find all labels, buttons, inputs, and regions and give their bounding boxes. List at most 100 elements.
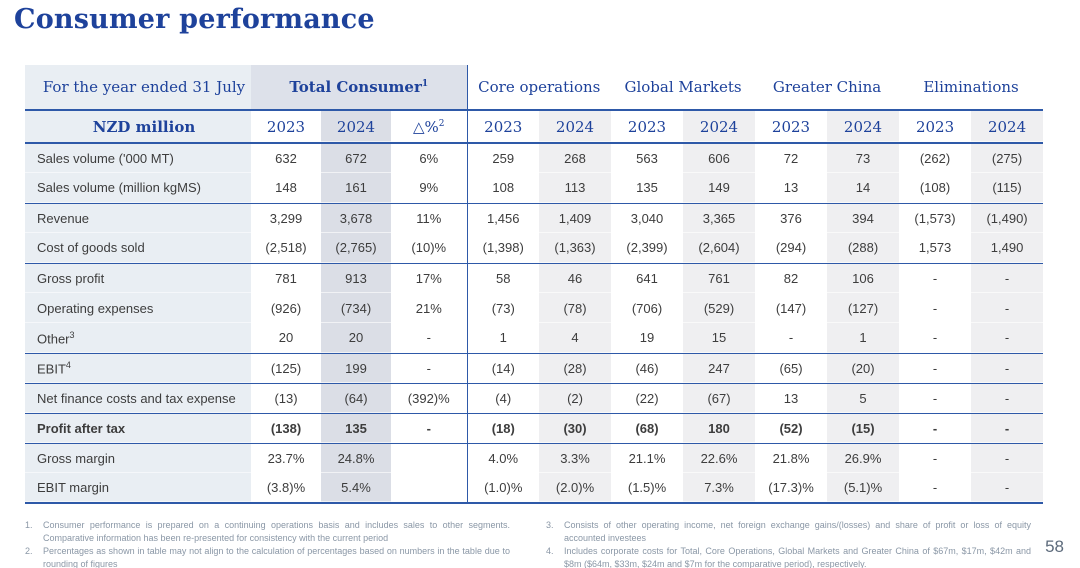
table-row: Sales volume ('000 MT) 632 672 6% 259 268 563 6… [25,143,1044,173]
cell-value: - [932,330,938,346]
cell-value: - [971,442,1044,473]
cell-value: 17% [391,262,468,293]
year-header: 2023 [251,110,321,144]
page-title: Consumer performance [14,4,375,35]
year-header: 2024 [827,110,900,144]
row-label: Gross margin [25,442,251,473]
cell-value: 672 [321,143,391,173]
cell-value: - [971,352,1044,383]
cell-value: (5.1)% [827,473,900,504]
cell-value: 1,490 [971,233,1044,263]
table-row: EBIT4 (125) 199- (14) (28) (46) 247 (65) (20) - - [25,352,1044,383]
cell-value: 148 [275,180,297,196]
cell-value: - [391,352,468,383]
year-header: 2023 [755,110,828,144]
cell-value: 761 [683,262,756,293]
footnote-text: Consists of other operating income, net … [564,520,1031,544]
cell-value: (17.3)% [755,473,828,504]
cell-value: (10)% [391,233,468,263]
footnotes: 1. Consumer performance is prepared on a … [25,519,1037,568]
cell-value: 606 [683,143,756,173]
cell-value: 161 [321,173,391,203]
cell-value: - [899,382,972,413]
table-row: Operating expenses (926) (734) 21% (73) (78) (… [25,293,1044,323]
row-label: Sales volume (million kgMS) [25,173,251,203]
cell-value: (20) [827,352,900,383]
cell-value: - [971,323,1044,353]
cell-value: 113 [539,173,612,203]
cell-value: (2,518) [265,240,307,256]
cell-value: (2,765) [321,233,391,263]
cell-value: (294) [775,240,807,256]
cell-value: 1,573 [918,240,952,256]
cell-value: (73) [491,300,515,316]
cell-value: (108) [919,180,951,196]
cell-value: 14 [827,173,900,203]
row-label: Other3 [25,323,251,353]
cell-value: (1,490) [971,202,1044,233]
cell-value: (125) [251,352,321,383]
cell-value: (288) [827,233,900,263]
table-row: Revenue 3,299 3,678 11% 1,456 1,409 3,040 3,365… [25,202,1044,233]
footnote-number: 1. [25,520,33,530]
cell-value: 1,456 [467,202,539,233]
year-header: 2023 [611,110,684,144]
cell-value: - [971,412,1044,443]
cell-value: 20 [321,323,391,353]
consumer-performance-table: For the year ended 31 July Total Consumer… [25,65,1044,504]
cell-value: 22.6% [683,442,756,473]
cell-value: 1 [827,323,900,353]
cell-value: 21.8% [755,442,828,473]
table-row: Gross margin 23.7% 24.8% 4.0% 3.3% 21.1% 22.6%… [25,442,1044,473]
cell-value [391,473,468,504]
table-row: Cost of goods sold (2,518) (2,765) (10)% (1,… [25,233,1044,263]
cell-value: - [971,293,1044,323]
segment-header-greater-china: Greater China [755,65,900,111]
cell-value: 632 [275,151,297,166]
segment-header-global-markets: Global Markets [611,65,756,111]
cell-value: - [899,412,972,443]
cell-value: - [899,262,972,293]
cell-value: (3.8)% [251,473,321,504]
year-header: 2024 [321,110,391,144]
row-label: Net finance costs and tax expense [25,382,251,413]
row-label: Gross profit [25,262,251,293]
cell-value: 1,409 [539,202,612,233]
cell-value: (2,399) [626,240,668,256]
row-label: EBIT4 [25,352,251,383]
cell-value: (15) [827,412,900,443]
cell-value: 1 [499,330,507,346]
cell-value: (138) [251,412,321,443]
cell-value: - [971,382,1044,413]
cell-value: (78) [539,293,612,323]
cell-value: 180 [683,412,756,443]
cell-value: 394 [827,202,900,233]
cell-value: 268 [539,143,612,173]
cell-value: (392)% [391,382,468,413]
footnote-text: Percentages as shown in table may not al… [43,546,510,568]
footnote-number: 4. [546,546,554,557]
cell-value: 24.8% [321,442,391,473]
footnote-text: Consumer performance is prepared on a co… [43,520,510,544]
cell-value: 7.3% [683,473,756,504]
cell-value: 376 [755,202,828,233]
row-label: Revenue [25,202,251,233]
cell-value: (734) [321,293,391,323]
cell-value: (115) [971,173,1044,203]
cell-value: 4.0% [467,442,539,473]
cell-value: 199 [321,352,391,383]
cell-value: 3,365 [683,202,756,233]
cell-value: 21.1% [611,442,684,473]
cell-value: 9% [391,173,468,203]
cell-value: 563 [636,151,658,166]
cell-value: (1.5)% [611,473,684,504]
table-row: Gross profit 781 913 17% 58 46 641 761 82 106- - [25,262,1044,293]
cell-value: (68) [611,412,684,443]
cell-value: - [932,300,938,316]
year-header: 2024 [971,110,1044,144]
cell-value: 13 [755,382,828,413]
cell-value: 11% [391,202,468,233]
cell-value: (14) [467,352,539,383]
cell-value: (67) [683,382,756,413]
cell-value: 46 [539,262,612,293]
